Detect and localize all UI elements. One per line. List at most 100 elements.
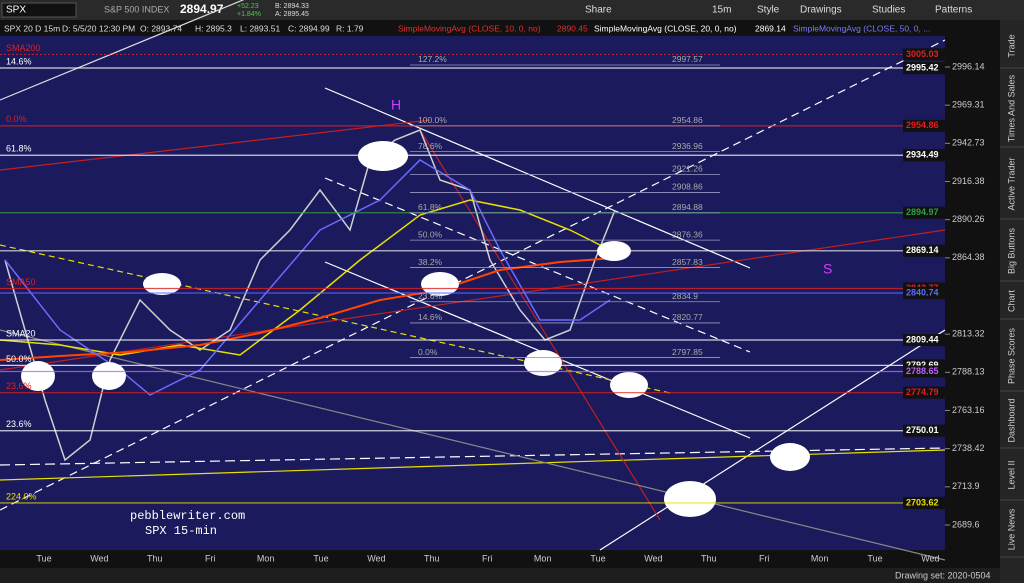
side-tab[interactable]: Active Trader	[1006, 157, 1016, 210]
toolbar-button[interactable]: Patterns	[935, 5, 972, 16]
study-item: D: 5/5/20 12:30 PM	[62, 23, 135, 33]
change-pct: +1.84%	[237, 11, 261, 18]
price-flag-label: 2774.79	[906, 387, 939, 397]
caption: SPX 15-min	[145, 524, 217, 538]
drawing-set: Drawing set: 2020-0504	[895, 570, 991, 580]
price-tick-label: 2813.32	[952, 329, 985, 339]
fib-label: 50.0%	[418, 229, 443, 239]
price-flag	[903, 244, 945, 257]
study-item: L: 2893.51	[240, 23, 280, 33]
price-tick-label: 2788.13	[952, 367, 985, 377]
x-tick-label: Wed	[90, 553, 108, 563]
price-flag	[903, 424, 945, 437]
price-flag	[903, 119, 945, 132]
bid: B: 2894.33	[275, 3, 309, 10]
price-flag-label: 2788.65	[906, 366, 939, 376]
symbol-box[interactable]	[1, 2, 77, 18]
level-name: 61.8%	[6, 144, 32, 154]
fib-value: 2857.83	[672, 257, 703, 267]
price-flag-label: 2869.14	[906, 245, 939, 255]
study-name: SimpleMovingAvg (CLOSE, 50, 0, ...	[793, 23, 930, 33]
side-tab[interactable]: Live News	[1006, 508, 1016, 550]
level-name: SMA50	[6, 277, 36, 287]
trend-line	[419, 129, 661, 521]
fib-value: 2876.36	[672, 229, 703, 239]
price-flag-label: 2840.74	[906, 287, 939, 297]
price-flag	[903, 62, 945, 75]
price-flag	[903, 496, 945, 509]
fib-value: 2997.57	[672, 54, 703, 64]
price-flag-label: 3005.03	[906, 49, 939, 59]
side-tab[interactable]: Phase Scores	[1006, 327, 1016, 384]
fib-label: 14.6%	[418, 312, 443, 322]
level-name: 0.0%	[6, 114, 27, 124]
toolbar-button[interactable]: Share	[585, 5, 612, 16]
price-tick-label: 2713.9	[952, 481, 980, 491]
highlight	[92, 362, 126, 390]
level-name: 14.6%	[6, 56, 32, 66]
level-name: 50.0%	[6, 354, 32, 364]
study-item: R: 1.79	[336, 23, 364, 33]
x-tick-label: Thu	[147, 553, 163, 563]
fib-label: 23.6%	[418, 291, 443, 301]
x-tick-label: Thu	[701, 553, 717, 563]
highlight	[421, 272, 459, 296]
toolbar-button[interactable]: Studies	[872, 5, 905, 16]
level-name: 23.6%	[6, 419, 32, 429]
side-tab[interactable]: Times And Sales	[1006, 74, 1016, 142]
study-value: 2890.45	[557, 23, 588, 33]
price-flag-label: 2750.01	[906, 425, 939, 435]
h-label: H	[391, 97, 401, 113]
side-tab[interactable]: Big Buttons	[1006, 227, 1016, 274]
trend-line	[324, 87, 751, 269]
study-name: SimpleMovingAvg (CLOSE, 10, 0, no)	[398, 23, 541, 33]
side-tab[interactable]: Dashboard	[1006, 398, 1016, 442]
price-flag	[903, 48, 945, 61]
price-flag-label: 2703.62	[906, 497, 939, 507]
price-tick-label: 2864.38	[952, 252, 985, 262]
x-tick-label: Fri	[205, 553, 216, 563]
side-tab[interactable]: Level II	[1006, 460, 1016, 489]
x-tick-label: Mon	[811, 553, 829, 563]
fib-label: 127.2%	[418, 54, 447, 64]
trend-line	[0, 0, 245, 101]
fib-value: 2954.86	[672, 115, 703, 125]
price-tick-label: 2689.6	[952, 519, 980, 529]
highlights	[21, 141, 810, 517]
side-tab[interactable]: Chart	[1006, 290, 1016, 313]
fib-label: 78.6%	[418, 141, 443, 151]
study-item: O: 2893.74	[140, 23, 182, 33]
toolbar-button[interactable]: Style	[757, 5, 780, 16]
x-tick-label: Tue	[590, 553, 605, 563]
price-flag	[903, 365, 945, 378]
price-tick-label: 2942.73	[952, 138, 985, 148]
trend-line	[0, 329, 946, 561]
level-name: SMA200	[6, 43, 41, 53]
fib-value: 2834.9	[672, 291, 698, 301]
price-flag-label: 2995.42	[906, 62, 939, 72]
toolbar-button[interactable]: 15m	[712, 5, 731, 16]
fib-value: 2936.96	[672, 141, 703, 151]
price-flag-label: 2934.49	[906, 150, 939, 160]
toolbar-button[interactable]: Drawings	[800, 5, 842, 16]
price-flag-label: 2894.97	[906, 207, 939, 217]
price-tick-label: 2969.31	[952, 100, 985, 110]
price-flag-label: 2954.86	[906, 120, 939, 130]
fib-value: 2908.86	[672, 182, 703, 192]
fib-label: 0.0%	[418, 347, 438, 357]
x-tick-label: Tue	[36, 553, 51, 563]
site-label: pebblewriter.com	[130, 509, 245, 523]
x-tick-label: Tue	[867, 553, 882, 563]
price-tick-label: 2763.16	[952, 405, 985, 415]
price-flag	[903, 334, 945, 347]
highlight	[358, 141, 408, 171]
x-tick-label: Wed	[644, 553, 662, 563]
study-bar	[0, 20, 1000, 36]
side-tab[interactable]: Trade	[1006, 34, 1016, 57]
highlight	[610, 372, 648, 398]
study-value: 2869.14	[755, 23, 786, 33]
x-tick-label: Wed	[921, 553, 939, 563]
price-tick-label: 2738.42	[952, 443, 985, 453]
price-tick-label: 2916.38	[952, 176, 985, 186]
